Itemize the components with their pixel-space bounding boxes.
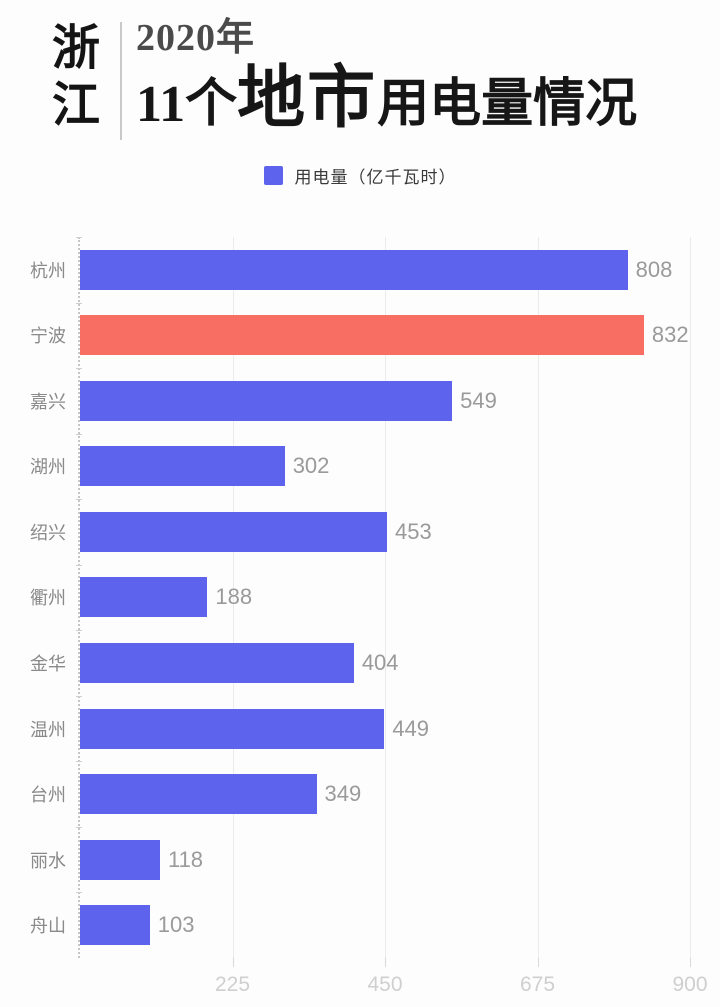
value-label: 302 <box>292 453 330 479</box>
title-main-part3: 用电量情况 <box>377 76 638 133</box>
category-label: 丽水 <box>30 850 66 871</box>
category-label: 嘉兴 <box>30 391 66 412</box>
category-label: 衢州 <box>30 588 66 609</box>
axis-row-tick <box>76 433 82 435</box>
title-year: 2020年 <box>136 17 256 59</box>
bar <box>80 249 628 290</box>
bar-row: 舟山 103 <box>30 892 688 958</box>
value-label: 808 <box>635 256 673 282</box>
axis-row-tick <box>76 499 82 501</box>
legend-label: 用电量（亿千瓦时） <box>294 168 457 187</box>
plot-area: 杭州 808 宁波 832 嘉兴 549 湖州 302 绍兴 453 衢州 188 金华 404 温州 449… <box>30 237 708 996</box>
bar <box>80 380 453 421</box>
axis-row-tick <box>76 826 82 828</box>
bar-row: 湖州 302 <box>30 434 688 500</box>
bar <box>80 774 317 815</box>
value-label: 103 <box>157 912 195 938</box>
gridline <box>537 237 539 958</box>
title-block: 浙 江 2020年 11个 地市 用电量情况 <box>52 16 637 141</box>
axis-row-tick <box>76 892 82 894</box>
axis-row-tick <box>76 302 82 304</box>
title-divider <box>120 22 123 140</box>
category-label: 舟山 <box>30 916 66 937</box>
bar-row: 衢州 188 <box>30 565 688 631</box>
x-axis-tick <box>232 958 234 967</box>
value-label: 118 <box>167 846 204 872</box>
legend-swatch <box>263 166 283 185</box>
category-label: 温州 <box>30 719 66 740</box>
title-main-part1: 11个 <box>136 76 238 133</box>
value-label: 349 <box>324 781 362 807</box>
axis-row-tick <box>76 368 82 370</box>
bar-row: 温州 449 <box>30 696 688 762</box>
gridline <box>232 237 234 958</box>
region-char-2: 江 <box>52 79 101 132</box>
value-label: 832 <box>651 322 689 348</box>
x-axis-tick-label: 450 <box>367 973 403 996</box>
x-axis-tick-label: 675 <box>519 973 556 996</box>
region-title: 浙 江 <box>52 16 100 134</box>
x-axis-tick-label: 900 <box>672 973 708 996</box>
category-label: 湖州 <box>30 457 66 478</box>
x-axis-tick-label: 225 <box>214 973 251 996</box>
bar-row: 丽水 118 <box>30 827 688 893</box>
value-label: 449 <box>392 715 430 741</box>
region-char-1: 浙 <box>52 22 101 75</box>
value-label: 404 <box>361 650 399 676</box>
bar-row: 台州 349 <box>30 761 688 827</box>
bar-row: 嘉兴 549 <box>30 368 688 434</box>
chart-legend: 用电量（亿千瓦时） <box>0 163 720 188</box>
bar-row: 绍兴 453 <box>30 499 688 565</box>
value-label: 453 <box>395 518 432 544</box>
gridline <box>385 237 386 958</box>
title-main-part2: 地市 <box>237 60 378 136</box>
title-main: 11个 地市 用电量情况 <box>136 62 637 141</box>
value-label: 188 <box>215 584 253 610</box>
category-label: 金华 <box>30 654 66 675</box>
axis-row-tick <box>76 695 82 697</box>
bar <box>80 577 208 618</box>
x-axis-tick <box>385 958 386 967</box>
bar <box>80 315 644 356</box>
x-axis-tick <box>537 958 539 967</box>
axis-row-tick <box>76 564 82 566</box>
title-text: 2020年 11个 地市 用电量情况 <box>136 16 637 141</box>
bar-row: 杭州 808 <box>30 237 688 303</box>
category-label: 绍兴 <box>30 522 66 543</box>
axis-row-tick <box>76 761 82 763</box>
category-label: 宁波 <box>30 326 66 347</box>
x-axis-tick <box>690 958 691 967</box>
bar-row: 金华 404 <box>30 630 688 696</box>
category-label: 杭州 <box>30 260 66 281</box>
gridline <box>690 237 691 958</box>
bar <box>80 446 285 487</box>
bar <box>80 839 160 880</box>
category-label: 台州 <box>30 785 66 806</box>
value-label: 549 <box>460 387 497 413</box>
bar <box>80 643 354 684</box>
bar <box>80 708 385 749</box>
axis-row-tick <box>76 237 82 238</box>
bar <box>80 905 150 946</box>
bar <box>80 511 388 552</box>
axis-row-tick <box>76 630 82 632</box>
bar-chart: 杭州 808 宁波 832 嘉兴 549 湖州 302 绍兴 453 衢州 188 金华 404 温州 449… <box>0 237 720 1007</box>
bar-row: 宁波 832 <box>30 303 689 369</box>
